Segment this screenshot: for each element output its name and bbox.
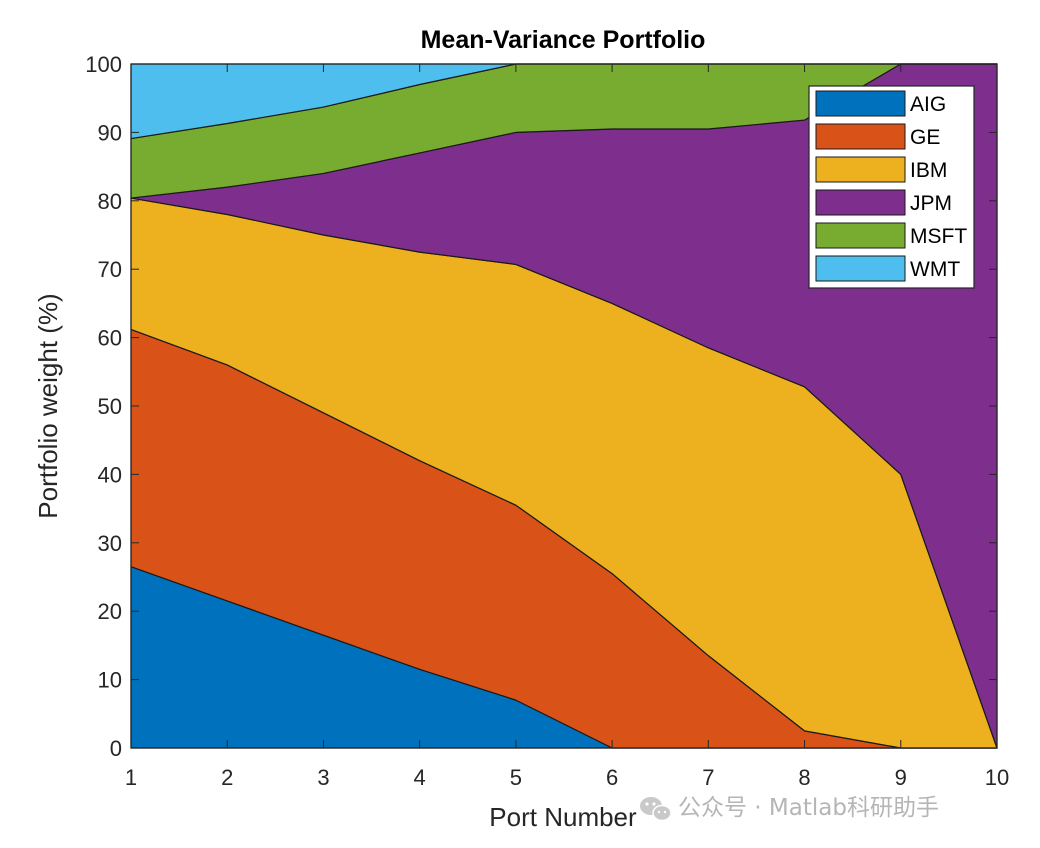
x-tick-label: 7: [702, 765, 714, 790]
watermark: 公众号 · Matlab科研助手: [640, 795, 939, 822]
x-axis-title: Port Number: [489, 802, 637, 832]
legend-label-wmt: WMT: [910, 258, 960, 281]
y-tick-label: 60: [98, 326, 122, 351]
legend-swatch-msft: [815, 222, 906, 249]
y-tick-label: 80: [98, 189, 122, 214]
legend-swatch-wmt: [815, 255, 906, 282]
chart-title: Mean-Variance Portfolio: [421, 26, 706, 54]
y-tick-label: 30: [98, 531, 122, 556]
legend-box: [808, 85, 975, 289]
legend-label-aig: AIG: [910, 93, 946, 116]
legend-swatch-jpm: [815, 189, 906, 216]
x-tick-label: 9: [895, 765, 907, 790]
y-axis-title: Portfolio weight (%): [33, 293, 63, 518]
y-tick-label: 40: [98, 462, 122, 487]
legend-swatch-ibm: [815, 156, 906, 183]
x-tick-label: 2: [221, 765, 233, 790]
legend-label-ibm: IBM: [910, 159, 947, 182]
y-tick-label: 50: [98, 394, 122, 419]
y-tick-label: 100: [85, 52, 122, 77]
area-layers: [130, 63, 998, 749]
legend-swatch-ge: [815, 123, 906, 150]
x-tick-label: 5: [510, 765, 522, 790]
y-tick-label: 0: [110, 736, 122, 761]
wechat-icon: [640, 797, 672, 822]
x-tick-label: 10: [985, 765, 1009, 790]
legend-swatch-aig: [815, 90, 906, 117]
x-tick-label: 4: [414, 765, 426, 790]
legend-label-ge: GE: [910, 126, 940, 149]
y-tick-label: 70: [98, 257, 122, 282]
x-tick-label: 6: [606, 765, 618, 790]
x-tick-label: 1: [125, 765, 137, 790]
x-tick-label: 3: [317, 765, 329, 790]
y-tick-label: 10: [98, 668, 122, 693]
legend: AIG GE IBM JPM MSFT WMT: [808, 85, 975, 289]
legend-label-jpm: JPM: [910, 192, 952, 215]
x-tick-label: 8: [798, 765, 810, 790]
y-tick-label: 20: [98, 599, 122, 624]
y-tick-label: 90: [98, 120, 122, 145]
watermark-text: 公众号 · Matlab科研助手: [678, 795, 939, 821]
legend-label-msft: MSFT: [910, 225, 967, 248]
